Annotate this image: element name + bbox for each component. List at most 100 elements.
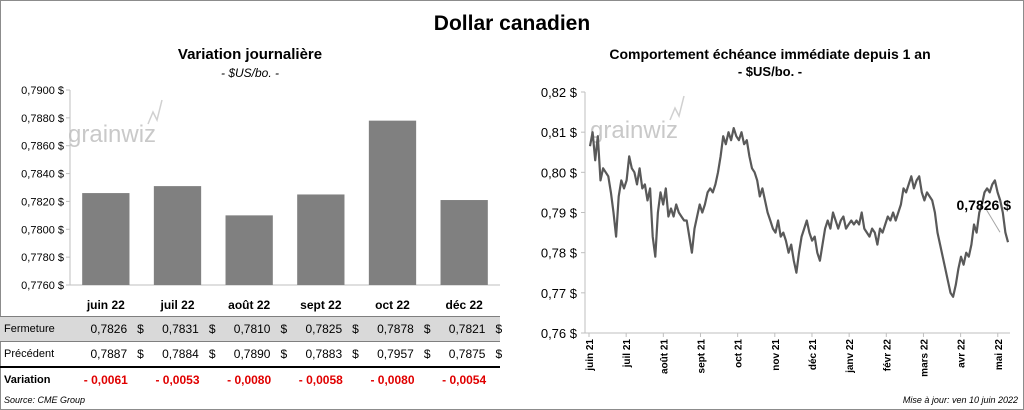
table-cell: 0,7825 $ [283, 322, 359, 336]
bar-chart-subtitle: - $US/bo. - [220, 66, 280, 80]
table-cell: - 0,0058 [298, 373, 343, 387]
table-cell-currency: $ [352, 322, 359, 336]
line-x-tick-label: mai 22 [994, 339, 1005, 371]
table-cell-currency: $ [208, 322, 216, 336]
table-cell: 0,7875 $ [426, 347, 502, 361]
line-y-tick-label: 0,82 $ [541, 85, 578, 100]
bar [297, 194, 345, 285]
table-row: Précédent 0,7887 $0,7884 $0,7890 $0,7883 $0,7… [0, 342, 502, 368]
bar-chart: grainwiz 0,7760 $ 0,7780 $ 0,7800 $ 0,7820 … [21, 85, 500, 312]
table-cell-currency: $ [423, 322, 431, 336]
table-cell-value: 0,7810 [233, 322, 271, 336]
table-row-label: Fermeture [4, 323, 55, 335]
table-row-label: Variation [4, 374, 51, 386]
bar [368, 120, 417, 286]
line-y-tick-label: 0,81 $ [541, 125, 578, 140]
table-cell: - 0,0061 [83, 373, 128, 387]
table-cell-currency: $ [280, 322, 288, 336]
table-cell: 0,7887 $ [68, 347, 144, 361]
line-x-tick-label: juil 21 [622, 339, 633, 369]
bar-x-tick-label: déc 22 [445, 298, 483, 312]
line-x-tick-label: janv 22 [845, 339, 856, 374]
table-cell-value: 0,7883 [305, 347, 343, 361]
table-cell-value: 0,7821 [448, 322, 486, 336]
bar-y-tick-label: 0,7900 $ [21, 85, 64, 97]
bar-x-axis: juin 22 juil 22 août 22 sept 22 oct 22 déc 22 [86, 298, 483, 312]
line-x-tick-label: sept 21 [696, 339, 707, 374]
table-cell-currency: $ [137, 322, 144, 336]
table-cell: 0,7890 $ [211, 347, 287, 361]
bar [440, 200, 488, 285]
bar-x-tick-label: août 22 [228, 298, 270, 312]
bar-x-tick-label: sept 22 [300, 298, 342, 312]
table-cell: 0,7810 $ [211, 322, 287, 336]
table-cell-currency: $ [208, 347, 216, 361]
line-series: 0,7826 $ [588, 127, 1012, 298]
table-cell: 0,7821 $ [426, 322, 502, 336]
line-y-tick-label: 0,77 $ [541, 286, 578, 301]
table-cell: - 0,0080 [370, 373, 415, 387]
table-cell-value: 0,7887 [90, 347, 128, 361]
bar-y-tick-label: 0,7840 $ [21, 169, 64, 181]
table-cell-value: 0,7884 [162, 347, 199, 361]
bar-y-tick-label: 0,7800 $ [21, 224, 64, 236]
table-cell-value: 0,7890 [233, 347, 271, 361]
table-cell-value: 0,7875 [448, 347, 486, 361]
bar-y-axis: 0,7760 $ 0,7780 $ 0,7800 $ 0,7820 $ 0,7840 $… [21, 85, 500, 292]
table-cell-value: 0,7878 [377, 322, 414, 336]
bar-y-tick-label: 0,7820 $ [21, 196, 64, 208]
table-cell-value: 0,7957 [377, 347, 414, 361]
line-x-tick-label: déc 21 [808, 339, 819, 371]
bar [225, 215, 273, 285]
line-chart-title: Comportement échéance immédiate depuis 1… [609, 46, 931, 62]
table-cell-currency: $ [352, 347, 359, 361]
table-cell: - 0,0054 [442, 373, 487, 387]
table-cell-currency: $ [495, 347, 503, 361]
table-cell: 0,7831 $ [140, 322, 216, 336]
line-y-tick-label: 0,78 $ [541, 246, 578, 261]
last-value-label: 0,7826 $ [957, 197, 1012, 213]
line-x-tick-label: mars 22 [919, 339, 930, 377]
bar-x-tick-label: juil 22 [159, 298, 194, 312]
last-value-leader [985, 208, 1001, 233]
line-chart: grainwiz 0,76 $0,77 $0,78 $0,79 $0,80 $0… [541, 85, 1012, 377]
table-cell-value: 0,7825 [305, 322, 343, 336]
line-chart-subtitle: - $US/bo. - [737, 64, 803, 79]
table-cell-currency: $ [280, 347, 288, 361]
bar-y-tick-label: 0,7860 $ [21, 141, 64, 153]
line-x-tick-label: nov 21 [771, 339, 782, 371]
table-cell-currency: $ [137, 347, 144, 361]
bar-y-tick-label: 0,7780 $ [21, 252, 64, 264]
bar-series [82, 120, 488, 286]
watermark-logo: grainwiz [68, 99, 163, 148]
bar-x-tick-label: juin 22 [86, 298, 125, 312]
line-x-tick-label: août 21 [659, 339, 670, 374]
table-cell: 0,7957 $ [355, 347, 431, 361]
watermark-text: grainwiz [68, 121, 156, 148]
table-cell: 0,7878 $ [355, 322, 431, 336]
table-row-label: Précédent [4, 348, 55, 360]
line-y-axis: 0,76 $ 0,77 $ 0,78 $ 0,79 $ 0,80 $ 0,81 $ 0,82… [541, 85, 1010, 341]
bar-y-tick-label: 0,7880 $ [21, 113, 64, 125]
price-table: Fermeture 0,7826 $0,7831 $0,7810 $0,7825 $0,7… [0, 312, 505, 394]
line-y-tick-label: 0,80 $ [541, 165, 578, 180]
table-cell: 0,7883 $ [283, 347, 359, 361]
table-cell: - 0,0053 [155, 373, 200, 387]
table-cell-currency: $ [423, 347, 431, 361]
table-cell-currency: $ [495, 322, 503, 336]
page-title: Dollar canadien [433, 12, 591, 35]
bar-x-tick-label: oct 22 [375, 298, 410, 312]
bar [82, 193, 130, 285]
bar-chart-title: Variation journalière [177, 46, 323, 63]
table-row: Fermeture 0,7826 $0,7831 $0,7810 $0,7825 $0,7… [0, 316, 502, 342]
line-x-tick-label: juin 21 [585, 339, 596, 372]
table-cell-value: 0,7826 [90, 322, 128, 336]
line-x-tick-label: oct 21 [734, 339, 745, 368]
line-x-axis: juin 21 juil 21 août 21 sept 21 oct 21 nov 21… [585, 333, 1005, 377]
cad-price-line [588, 127, 1010, 298]
table-cell: 0,7884 $ [140, 347, 216, 361]
table-cell-value: 0,7831 [162, 322, 199, 336]
update-date: Mise à jour: ven 10 juin 2022 [902, 395, 1018, 405]
line-y-tick-label: 0,76 $ [541, 326, 578, 341]
bar [153, 186, 202, 285]
